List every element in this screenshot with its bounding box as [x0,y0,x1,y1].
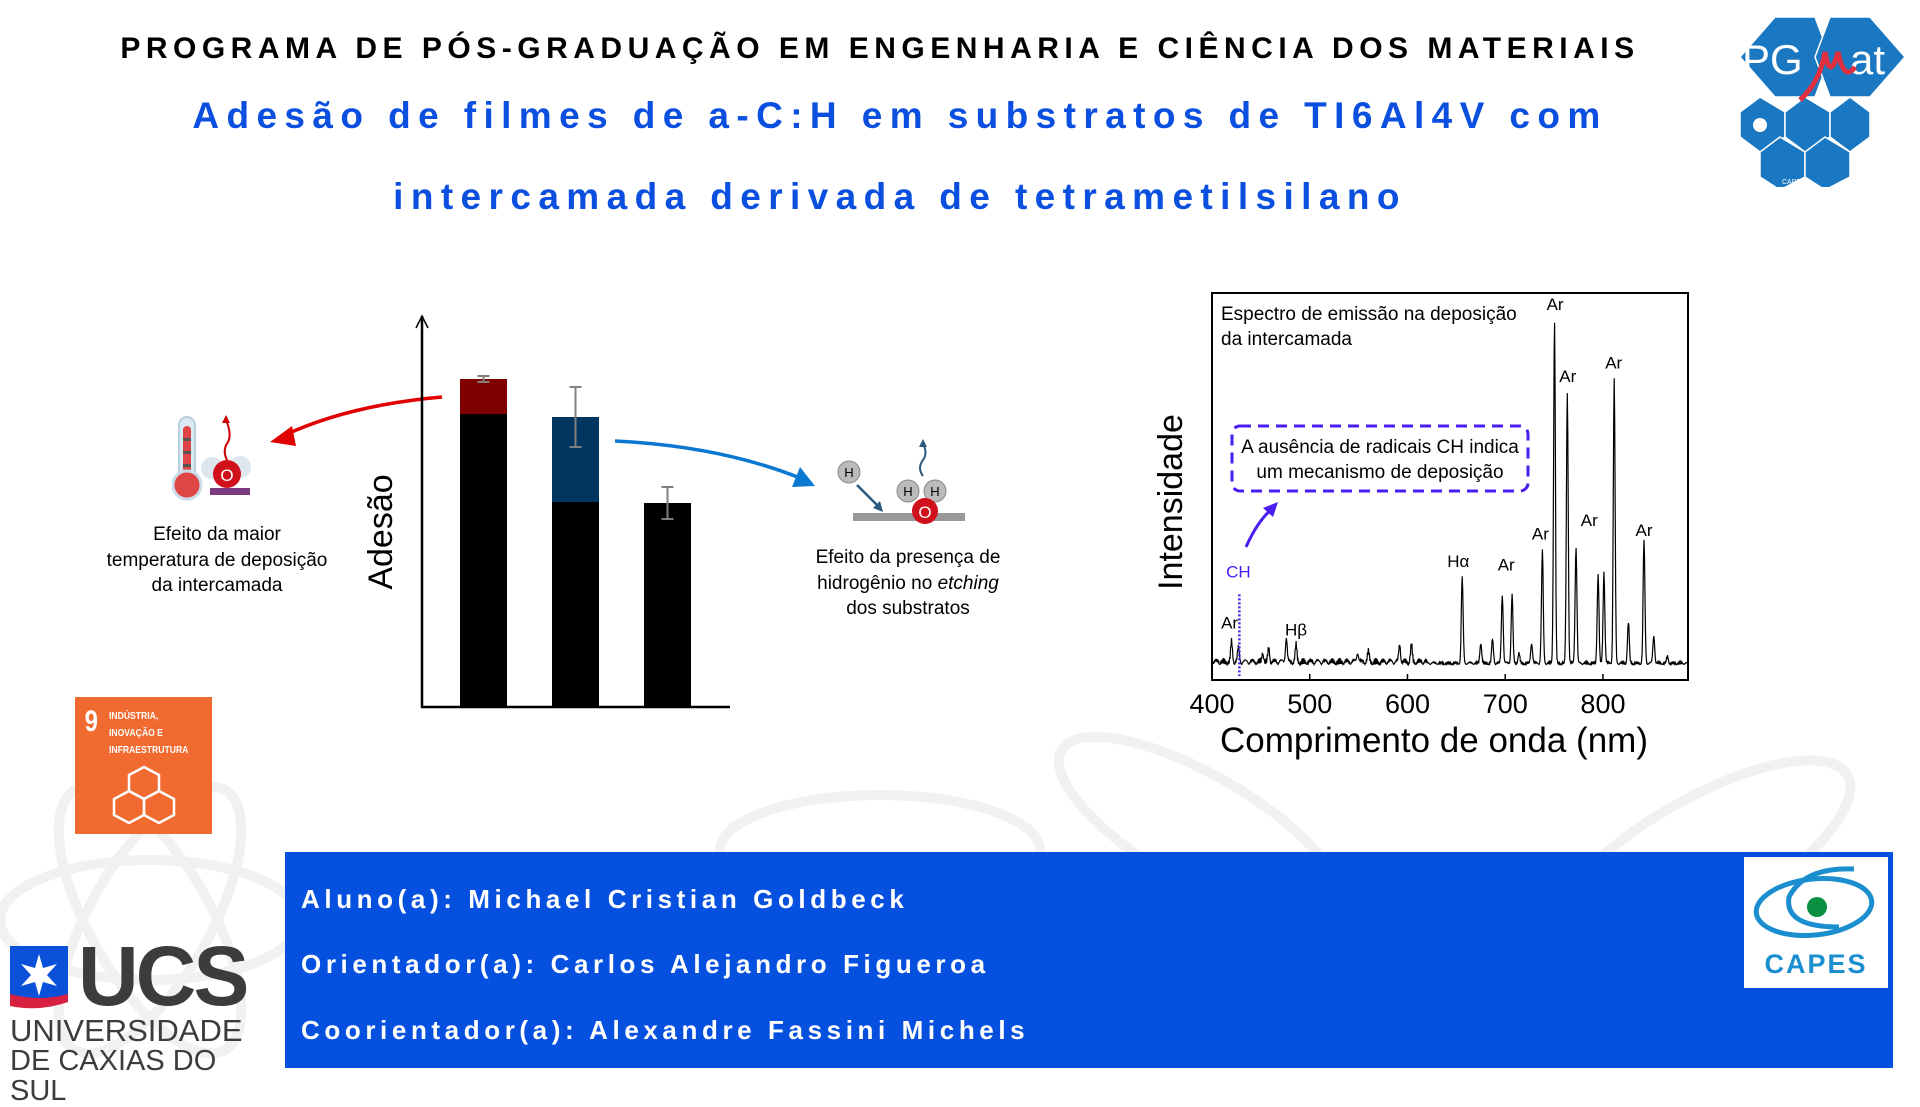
pgmat-logo: PG at CAPES [1739,16,1906,187]
ucs-logo: UCS UNIVERSIDADE DE CAXIAS DO SUL [10,929,270,1106]
peak-label: Ar [1532,525,1549,544]
blue-arrow-head [792,467,815,487]
sdg-9-badge: 9 INDÚSTRIA, INOVAÇÃO E INFRAESTRUTURA [75,697,212,834]
left-caption-line: temperatura de deposição [106,549,328,571]
left-caption-line: da intercamada [151,575,283,596]
ucs-name-line: DE CAXIAS DO SUL [10,1045,217,1107]
sdg-line: INOVAÇÃO E [109,727,163,739]
capes-emblem-icon [1753,866,1875,938]
error-bar [477,375,490,383]
thermometer-oxygen-icon: O [172,415,251,501]
error-bar [569,386,582,448]
x-tick-label: 400 [1189,689,1234,719]
callout-box [1230,424,1530,493]
x-tick-label: 500 [1287,689,1332,719]
hydrogen-etching-icon: H H H O [837,439,965,524]
hydrogen-atom-label: H [844,465,853,480]
right-caption-line: hidrogênio no etching [758,571,1058,597]
hydrogen-atom-label: H [930,484,939,499]
callout-text: um mecanismo de deposição [1256,462,1503,483]
sdg-text: INDÚSTRIA, INOVAÇÃO E INFRAESTRUTURA [109,708,188,759]
bar-base [644,503,691,707]
svg-text:at: at [1850,36,1885,83]
ucs-shield-icon [10,946,68,1009]
plot-frame [1211,292,1689,681]
peak-label: Ar [1547,295,1564,314]
chart-title: Espectro de emissão na deposição [1221,304,1517,325]
svg-text:CAPES: CAPES [1782,179,1806,186]
hydrogen-atom-label: H [903,484,912,499]
left-effect-caption: Efeito da maior temperatura de deposição… [67,522,367,599]
ucs-abbr: UCS [78,929,249,1023]
oxygen-atom-label: O [918,503,931,522]
right-caption-line: dos substratos [846,598,970,619]
peak-label: Ar [1221,614,1238,633]
peak-label: Ar [1605,353,1622,372]
callout-arrow-head [1263,502,1278,517]
x-tick-label: 700 [1483,689,1528,719]
capes-label: CAPES [1764,949,1868,979]
capes-logo: CAPES [1744,857,1888,988]
poster-title-line1: Adesão de filmes de a-C:H em substratos … [192,95,1608,136]
peak-label: Ar [1498,555,1515,574]
x-tick-label: 800 [1580,689,1625,719]
oxygen-atom-label: O [220,466,233,485]
peak-label: Hβ [1285,620,1307,639]
right-effect-caption: Efeito da presença de hidrogênio no etch… [758,545,1058,622]
bar-increment [460,379,507,414]
caption-text: hidrogênio no [817,572,938,594]
ucs-name: UNIVERSIDADE DE CAXIAS DO SUL [10,1013,270,1107]
y-axis-label: Adesão [362,474,400,589]
x-axis-label: Comprimento de onda (nm) [1220,721,1648,760]
advisor-name: Orientador(a): Carlos Alejandro Figueroa [301,949,990,979]
sdg-line: INFRAESTRUTURA [109,744,189,756]
emission-spectrum-chart: Espectro de emissão na deposição da inte… [1152,292,1689,760]
sdg-line: INDÚSTRIA, [109,710,159,722]
right-caption-line: Efeito da presença de [815,547,1001,568]
y-axis-label: Intensidade [1152,414,1190,590]
callout-text: A ausência de radicais CH indica [1241,437,1519,458]
poster-title-line2: intercamada derivada de tetrametilsilano [393,176,1407,217]
spectrum-line [1212,322,1688,667]
peak-label: Ar [1581,511,1598,530]
left-caption-line: Efeito da maior [153,524,281,545]
student-name: Aluno(a): Michael Cristian Goldbeck [301,884,909,914]
caption-italic-term: etching [937,572,999,594]
coadvisor-name: Coorientador(a): Alexandre Fassini Miche… [301,1015,1030,1045]
program-title: PROGRAMA DE PÓS-GRADUAÇÃO EM ENGENHARIA … [120,32,1640,65]
sdg-number: 9 [84,705,99,738]
bar-base [552,502,599,707]
y-axis-arrow [415,314,429,329]
bar-base [460,414,507,707]
error-bar [661,486,674,520]
ucs-name-line: UNIVERSIDADE [10,1013,243,1048]
cubes-icon [112,765,176,825]
peak-label: Ar [1559,367,1576,386]
peak-label: Ar [1636,521,1653,540]
x-tick-label: 600 [1385,689,1430,719]
chart-title: da intercamada [1221,329,1352,350]
authors-footer: Aluno(a): Michael Cristian Goldbeck Orie… [285,852,1893,1068]
adhesion-bar-chart: Adesão [362,314,730,709]
pgmat-logo-text: PG [1742,36,1803,83]
peak-label: CH [1226,562,1251,581]
peak-label: Hα [1447,552,1469,571]
